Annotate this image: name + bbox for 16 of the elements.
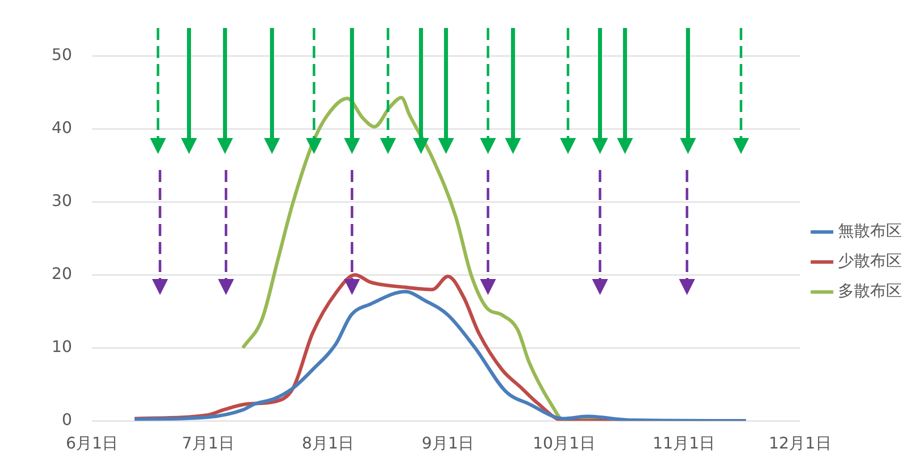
- x-tick-label: 10月1日: [532, 434, 596, 453]
- y-tick-label: 30: [52, 191, 72, 210]
- x-tick-label: 8月1日: [302, 434, 354, 453]
- x-tick-label: 12月1日: [768, 434, 832, 453]
- legend-label: 少散布区: [838, 251, 902, 270]
- x-tick-label: 7月1日: [182, 434, 234, 453]
- x-tick-label: 11月1日: [652, 434, 716, 453]
- legend-label: 多散布区: [838, 281, 902, 300]
- y-tick-label: 50: [52, 45, 72, 64]
- legend-label: 無散布区: [838, 221, 902, 240]
- y-tick-label: 20: [52, 264, 72, 284]
- x-tick-label: 9月1日: [422, 434, 474, 453]
- y-tick-label: 10: [52, 336, 72, 356]
- x-tick-label: 6月1日: [66, 434, 118, 453]
- y-tick-label: 0: [62, 410, 72, 429]
- y-tick-label: 40: [52, 118, 72, 138]
